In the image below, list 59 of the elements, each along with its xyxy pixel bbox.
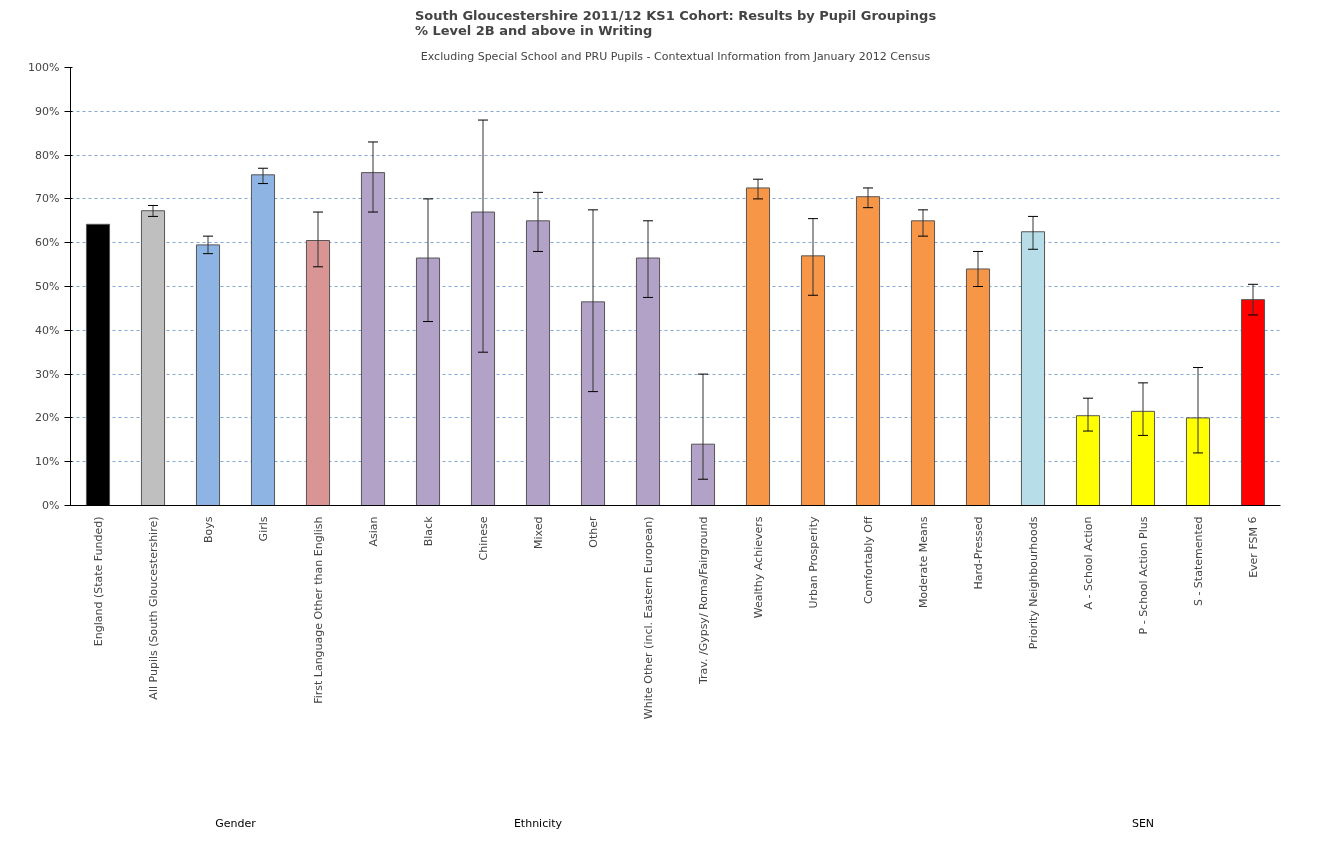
- x-tick-label: Comfortably Off: [861, 516, 875, 605]
- bar: [415, 257, 441, 506]
- x-tick-label: Boys: [201, 516, 215, 544]
- x-tick-label: Mixed: [531, 516, 545, 549]
- chart-subtitle: Excluding Special School and PRU Pupils - Contextual Information from January 2012 Census: [420, 49, 931, 63]
- y-tick-label: 10%: [35, 455, 60, 469]
- x-tick-label: Ever FSM 6: [1246, 516, 1260, 578]
- y-tick-label: 20%: [35, 411, 60, 425]
- x-tick-label: Black: [421, 515, 435, 547]
- x-tick-label: Wealthy Achievers: [751, 516, 765, 619]
- x-tick-label: Hard-Pressed: [971, 516, 985, 590]
- text: SEN: [1131, 817, 1155, 830]
- x-tick-label: Trav. /Gypsy/ Roma/Fairground: [696, 516, 710, 686]
- bar: [800, 255, 826, 506]
- bar: [360, 172, 386, 506]
- x-tick-label: Asian: [366, 516, 380, 547]
- bar: [1020, 231, 1046, 506]
- y-tick-label: 80%: [35, 148, 60, 162]
- bar: [305, 240, 331, 506]
- x-tick-label: Priority Neighbourhoods: [1026, 516, 1040, 650]
- x-tick-label: Girls: [256, 516, 270, 542]
- x-tick-label: Chinese: [476, 516, 490, 561]
- bar: [140, 210, 166, 506]
- y-tick-label: 90%: [35, 104, 60, 118]
- x-tick-label: First Language Other than English: [311, 516, 325, 704]
- x-tick-label: Other: [586, 516, 600, 548]
- bar: [250, 174, 276, 506]
- x-tick-label: A - School Action: [1081, 516, 1095, 610]
- x-tick-label: All Pupils (South Gloucestershire): [146, 516, 160, 700]
- bar: [1185, 417, 1211, 506]
- text: Gender: [215, 817, 257, 830]
- y-tick-label: 50%: [35, 280, 60, 293]
- y-tick-label: 0%: [42, 499, 60, 512]
- x-tick-label: White Other (incl. Eastern European): [641, 516, 655, 720]
- bar: [690, 443, 716, 506]
- bar: [195, 244, 221, 506]
- bar: [635, 257, 661, 506]
- bar: [1130, 410, 1156, 506]
- bar: [745, 187, 771, 506]
- x-tick-label: England (State Funded): [91, 516, 105, 647]
- y-tick-label: 40%: [35, 323, 60, 337]
- y-tick-label: 30%: [35, 367, 60, 381]
- bar: [1075, 415, 1101, 506]
- bar: [1240, 299, 1266, 506]
- bar: [855, 196, 881, 506]
- bar: [525, 220, 551, 506]
- bar: [580, 301, 606, 506]
- text: Ethnicity: [513, 817, 563, 830]
- y-tick-label: 100%: [28, 61, 60, 74]
- x-tick-label: Urban Prosperity: [806, 516, 820, 609]
- y-tick-label: 60%: [35, 236, 60, 250]
- bar: [910, 220, 936, 506]
- bar: [965, 268, 991, 506]
- y-tick-label: 70%: [35, 192, 60, 206]
- bar: [470, 211, 496, 506]
- x-tick-label: S - Statemented: [1191, 516, 1205, 607]
- x-tick-label: Moderate Means: [916, 516, 930, 609]
- x-tick-label: P - School Action Plus: [1136, 516, 1150, 635]
- chart-title: South Gloucestershire 2011/12 KS1 Cohort: Results by Pupil Groupings % Level 2B and above in Writing: [414, 7, 937, 38]
